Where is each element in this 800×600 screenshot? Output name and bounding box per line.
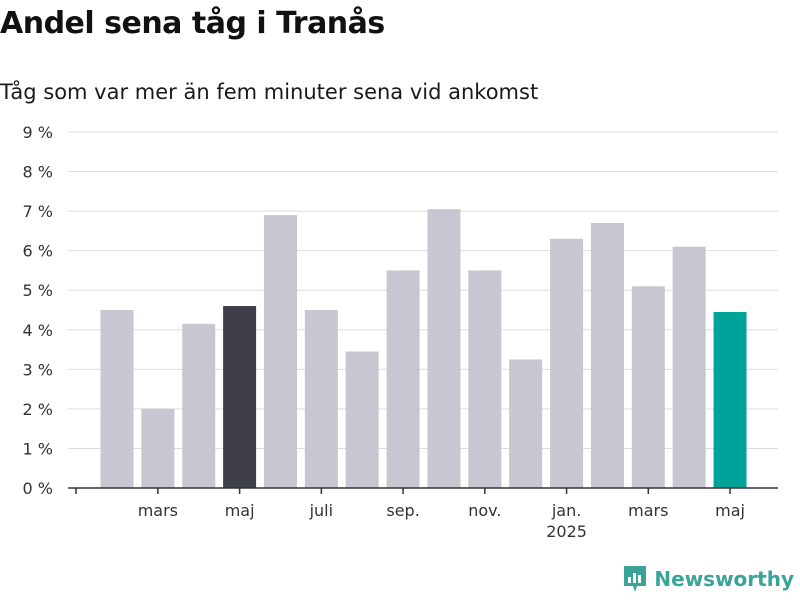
- bar: [590, 222, 624, 488]
- newsworthy-logo-icon: [624, 566, 647, 592]
- y-tick-label: 0 %: [23, 479, 53, 498]
- x-tick-label: mars: [628, 501, 668, 520]
- y-tick-label: 3 %: [23, 360, 53, 379]
- chart-subtitle: Tåg som var mer än fem minuter sena vid …: [0, 80, 539, 104]
- bar: [263, 215, 297, 489]
- x-tick-year-label: 2025: [546, 522, 587, 541]
- x-axis: mars maj juli sep. nov. jan. 2025 mars maj: [68, 487, 778, 541]
- y-tick-label: 2 %: [23, 400, 53, 419]
- bar: [631, 286, 665, 488]
- bars: [100, 209, 747, 489]
- bar: [509, 359, 543, 488]
- bar: [304, 310, 338, 488]
- bar: [468, 270, 502, 488]
- y-tick-label: 7 %: [23, 202, 53, 221]
- y-tick-label: 4 %: [23, 321, 53, 340]
- x-tick-label: nov.: [468, 501, 501, 520]
- bar: [427, 209, 461, 488]
- grid-lines: [68, 131, 778, 449]
- x-tick-label: maj: [715, 501, 745, 520]
- x-tick-label: sep.: [386, 501, 419, 520]
- y-tick-label: 5 %: [23, 281, 53, 300]
- y-axis-ticks: 0 % 1 % 2 % 3 % 4 % 5 % 6 % 7 % 8 % 9 %: [23, 123, 53, 498]
- y-tick-label: 1 %: [23, 439, 53, 458]
- chart-title: Andel sena tåg i Tranås: [0, 6, 385, 41]
- x-tick-label: mars: [138, 501, 178, 520]
- bar: [141, 408, 175, 488]
- bar: [713, 311, 747, 488]
- brand-logo[interactable]: Newsworthy: [622, 564, 794, 594]
- bar: [345, 351, 379, 488]
- bar: [182, 323, 216, 488]
- x-tick-label: maj: [225, 501, 255, 520]
- y-tick-label: 8 %: [23, 163, 53, 182]
- x-tick-label: juli: [309, 501, 333, 520]
- bar: [672, 246, 706, 488]
- brand-name: Newsworthy: [654, 567, 794, 591]
- y-tick-label: 6 %: [23, 242, 53, 261]
- bar: [100, 310, 134, 488]
- bar: [550, 238, 584, 488]
- y-tick-label: 9 %: [23, 123, 53, 142]
- x-tick-label: jan.: [551, 501, 581, 520]
- bar: [386, 270, 420, 488]
- bar: [223, 306, 257, 488]
